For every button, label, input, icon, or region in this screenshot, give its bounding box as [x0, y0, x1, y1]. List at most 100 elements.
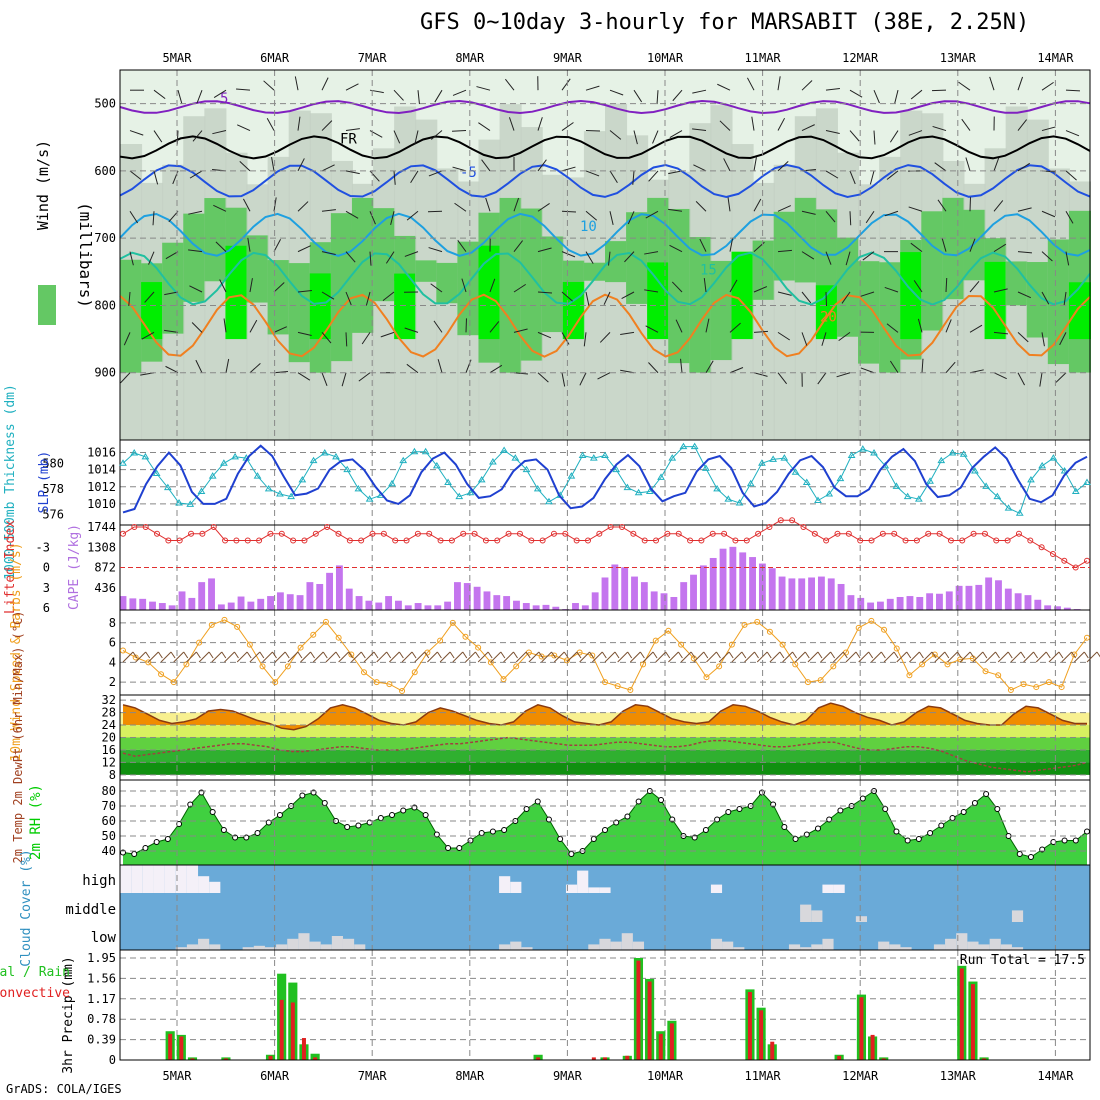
wind-barb — [148, 251, 155, 265]
wind-barb — [513, 328, 528, 333]
wind-barb — [164, 291, 179, 296]
rh-marker — [590, 836, 597, 842]
isotherm-label: 15 — [700, 263, 717, 279]
thickness-marker — [601, 451, 609, 459]
thickness-marker — [522, 465, 531, 473]
wind-barb — [633, 89, 643, 103]
wind-barb — [668, 208, 683, 212]
lifted-marker — [913, 537, 920, 544]
y-tick-label: 8 — [109, 768, 116, 782]
cloud-bar — [253, 945, 265, 950]
lifted-marker — [573, 537, 580, 544]
cape-bar — [778, 576, 786, 610]
wind-barb — [652, 130, 659, 144]
wind-barb — [849, 89, 863, 98]
cape-bar — [1044, 605, 1052, 610]
wind-barb — [430, 283, 443, 293]
wind-barb — [437, 359, 443, 373]
rh-marker — [1016, 851, 1023, 857]
cape-bar — [542, 604, 550, 610]
wind-barb — [693, 164, 707, 172]
cape-bar — [335, 565, 343, 610]
lifted-marker — [709, 530, 716, 537]
wind-speed-marker — [259, 663, 266, 670]
lifted-marker — [879, 530, 886, 537]
wind-barb — [959, 651, 971, 663]
wind-speed-marker — [361, 669, 367, 676]
wind-barb — [601, 651, 607, 659]
thickness-marker — [679, 442, 688, 450]
wind-speed-marker — [475, 644, 482, 651]
thickness-marker — [668, 454, 677, 461]
thickness-marker — [858, 445, 867, 452]
cloud-bar — [120, 865, 132, 893]
wind-barb — [428, 170, 443, 177]
wind-barb — [513, 651, 518, 659]
wind-barb — [513, 197, 520, 212]
lifted-marker — [811, 530, 818, 537]
wind-barb — [389, 651, 400, 663]
thickness-marker — [511, 454, 520, 461]
wind-barb — [414, 130, 419, 145]
cape-bar — [513, 600, 520, 610]
wind-speed-marker — [881, 626, 888, 633]
wind-barb — [195, 359, 203, 373]
y-tick-label: 28 — [102, 706, 116, 720]
wind-barb — [729, 279, 738, 293]
wind-barb — [434, 89, 443, 103]
wind-barb — [807, 651, 819, 663]
thickness-marker — [343, 465, 352, 473]
lifted-marker — [834, 530, 841, 537]
thickness-marker — [937, 456, 946, 464]
wind-barb — [645, 325, 659, 333]
wind-barb — [537, 203, 550, 212]
thickness-marker — [623, 483, 632, 491]
thickness-marker — [825, 490, 834, 497]
rh-marker — [837, 807, 844, 814]
cape-tick-label: 872 — [94, 561, 116, 575]
wind-barb — [614, 651, 620, 659]
precip-conv-bar — [881, 1058, 886, 1060]
precip-conv-bar — [982, 1058, 987, 1060]
cloud-bar — [1000, 944, 1012, 950]
rh-region — [225, 245, 248, 340]
thickness-marker — [432, 461, 441, 469]
lifted-marker — [857, 537, 864, 544]
wind-barb — [198, 651, 210, 663]
rh-area — [123, 791, 1087, 865]
date-label-bottom: 7MAR — [358, 1069, 388, 1083]
thickness-marker — [231, 452, 239, 460]
y-tick-label: 1.95 — [87, 951, 116, 965]
wind-barb — [490, 651, 502, 663]
y-tick-label: 80 — [102, 784, 116, 798]
cape-bar — [316, 583, 324, 610]
cape-bar — [581, 605, 589, 610]
wind-barb — [1041, 291, 1050, 305]
wind-speed-marker — [335, 634, 342, 641]
wind-barb — [208, 651, 214, 659]
isotherm-label: -5 — [460, 165, 477, 181]
wind-barb — [825, 170, 839, 179]
date-label-bottom: 5MAR — [163, 1069, 193, 1083]
wind-barb — [794, 651, 806, 663]
wind-barb — [583, 332, 587, 347]
cape-bar — [276, 592, 284, 610]
wind-barb — [341, 372, 347, 387]
wind-barb — [273, 282, 285, 293]
y-axis-label: 2m Temp 2m DewPt (6hr Min/Max) (°C) — [11, 611, 25, 864]
wind-speed-marker — [779, 641, 786, 648]
wind-barb — [1041, 210, 1056, 218]
cloud-level-label: high — [82, 873, 116, 889]
rh-region — [394, 273, 417, 340]
wind-speed-marker — [906, 672, 913, 679]
wind-barb — [801, 291, 812, 304]
wind-barb — [1017, 119, 1028, 131]
thickness-marker — [410, 447, 419, 455]
wind-speed-marker — [741, 621, 748, 628]
cape-bar — [296, 595, 304, 610]
isotherm-line — [119, 251, 1091, 306]
rh-region — [436, 262, 459, 304]
wind-barb — [177, 90, 183, 104]
lifted-marker — [460, 530, 467, 537]
wind-barb — [603, 291, 611, 305]
